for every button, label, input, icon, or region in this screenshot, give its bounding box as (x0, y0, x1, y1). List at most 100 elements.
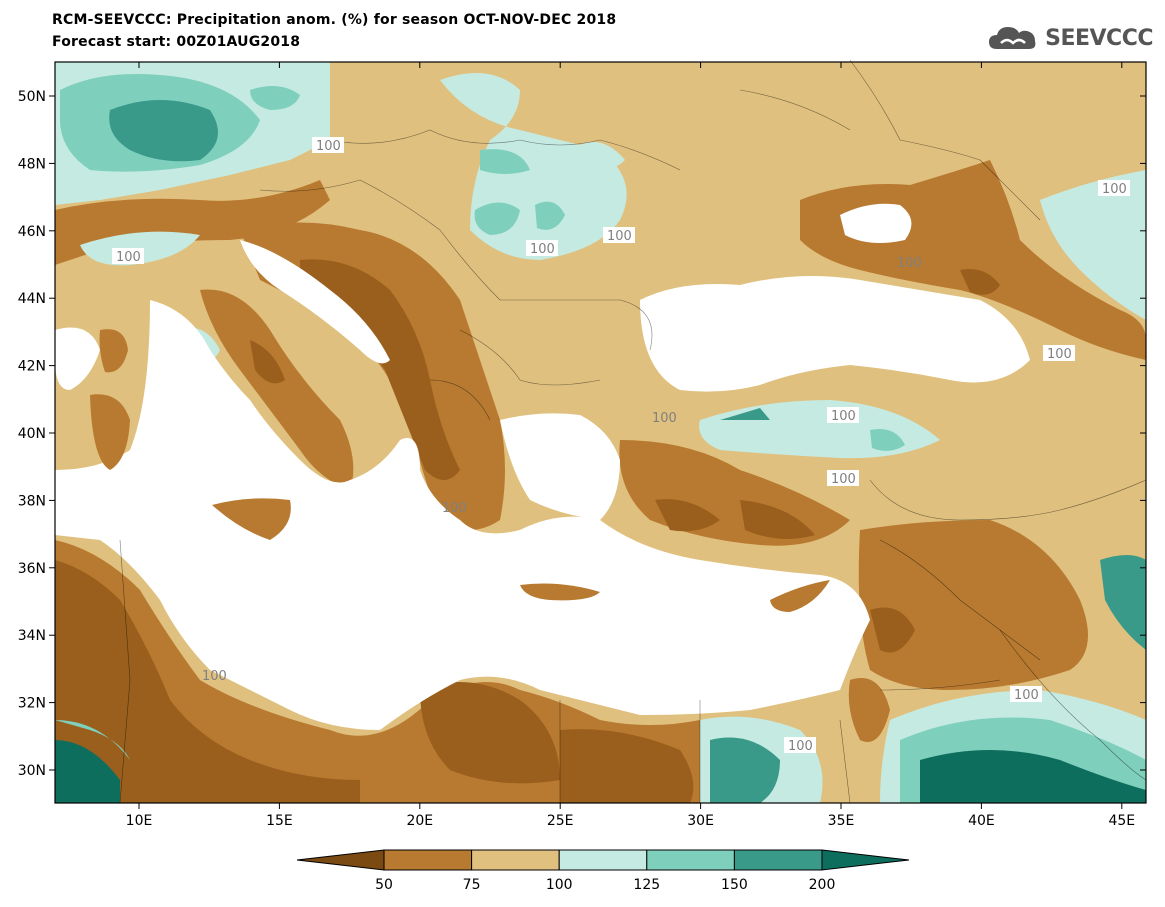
contour-labels: 100 100 100 100 100 100 100 100 100 100 … (112, 137, 1130, 754)
lat-label: 30N (18, 763, 46, 779)
very-dry-patch-levant (870, 607, 915, 653)
contour-label: 100 (1098, 180, 1130, 197)
seevccc-logo: SEEVCCC (987, 22, 1153, 54)
lon-label: 30E (687, 813, 714, 829)
contour-label: 100 (784, 737, 816, 754)
colorbar-lower-arrow (296, 849, 385, 871)
very-dry-patch-turkey-west (655, 499, 720, 532)
wet-region-iran (1100, 555, 1146, 650)
contour-label: 100 (202, 669, 227, 684)
contour-label: 100 (112, 248, 144, 265)
svg-text:100: 100 (831, 409, 856, 424)
svg-text:100: 100 (316, 139, 341, 154)
svg-text:100: 100 (1014, 688, 1039, 703)
wet-region-central-europe-max (109, 100, 218, 162)
lat-label: 34N (18, 628, 46, 644)
very-dry-region-egypt (560, 729, 694, 803)
svg-text:100: 100 (607, 229, 632, 244)
dry-region-italy (200, 289, 354, 490)
lon-label: 20E (406, 813, 433, 829)
svg-text:100: 100 (652, 411, 677, 426)
lon-label: 25E (547, 813, 574, 829)
colorbar-segment (471, 849, 560, 871)
cloud-icon (989, 27, 1036, 49)
colorbar-tick-label: 100 (546, 877, 573, 893)
wet-region-arabia-max (920, 750, 1146, 803)
contour-label: 100 (603, 227, 635, 244)
wet-strip-black-sea-coast (720, 408, 770, 420)
very-dry-patch-turkey-south (740, 500, 815, 539)
lon-label: 40E (968, 813, 995, 829)
lon-label: 10E (126, 813, 153, 829)
anomaly-field (55, 62, 1146, 803)
colorbar-upper-arrow (821, 849, 910, 871)
colorbar-tick-label: 50 (375, 877, 393, 893)
lat-label: 36N (18, 561, 46, 577)
svg-text:100: 100 (1047, 347, 1072, 362)
contour-label: 100 (442, 501, 467, 516)
sicily (212, 498, 291, 540)
lat-label: 38N (18, 493, 46, 509)
colorbar-segment (646, 849, 735, 871)
lat-label: 48N (18, 156, 46, 172)
contour-label: 100 (312, 137, 344, 154)
lat-label: 50N (18, 89, 46, 105)
lon-label: 35E (828, 813, 855, 829)
mediterranean-sea (55, 300, 870, 730)
lat-label: 32N (18, 696, 46, 712)
contour-label: 100 (827, 407, 859, 424)
colorbar-tick-label: 150 (721, 877, 748, 893)
colorbar-segment (558, 849, 648, 871)
colorbar-segment (733, 849, 823, 871)
contour-label: 100 (1010, 686, 1042, 703)
colorbar-segment (383, 849, 473, 871)
lon-label: 15E (266, 813, 293, 829)
dry-patch-jordan (848, 678, 890, 742)
forecast-start-label: Forecast start: 00Z01AUG2018 (52, 34, 301, 50)
map-borders (119, 59, 1147, 804)
svg-text:100: 100 (442, 501, 467, 516)
cyprus (770, 580, 830, 612)
contour-label: 100 (526, 240, 558, 257)
adriatic-sea (240, 240, 390, 364)
dry-region-syria (858, 520, 1088, 690)
colorbar-tick-label: 125 (633, 877, 660, 893)
svg-text:100: 100 (116, 250, 141, 265)
contour-label: 100 (652, 411, 677, 426)
latitude-axis: 50N 48N 46N 44N 42N 40N 38N 36N 34N 32N 30N (18, 89, 1146, 779)
very-dry-patch-caucasus (960, 269, 1000, 295)
wet-patch-moldova (570, 142, 625, 172)
wet-patch-austria (250, 86, 300, 110)
svg-text:100: 100 (897, 256, 922, 271)
lon-label: 45E (1108, 813, 1135, 829)
aegean-sea (500, 413, 620, 520)
wet-patch-ukraine-west (480, 149, 530, 174)
svg-text:100: 100 (788, 739, 813, 754)
contour-label: 100 (897, 256, 922, 271)
svg-text:100: 100 (530, 242, 555, 257)
lat-label: 42N (18, 359, 46, 375)
colorbar: 50 75 100 125 150 200 (296, 849, 910, 893)
wet-patch-romania (535, 201, 565, 230)
map-title: RCM-SEEVCCC: Precipitation anom. (%) for… (52, 12, 617, 28)
crete (520, 583, 600, 601)
wet-patch-tunisia (55, 740, 120, 803)
lat-label: 40N (18, 426, 46, 442)
wet-patch-hungary (474, 202, 520, 235)
contour-label: 100 (1043, 345, 1075, 362)
wet-region-caspian (1040, 170, 1146, 320)
very-dry-region-cyrenaica (420, 682, 560, 784)
longitude-axis: 10E 15E 20E 25E 30E 35E 40E 45E (126, 62, 1135, 829)
lat-label: 46N (18, 224, 46, 240)
wet-region-sinai-core (710, 737, 780, 803)
very-dry-patch-italy (250, 340, 285, 384)
very-dry-region-libya-west (55, 560, 360, 803)
balearic-sea (55, 327, 100, 390)
lat-label: 44N (18, 291, 46, 307)
sardinia (90, 394, 130, 470)
svg-text:100: 100 (1102, 182, 1127, 197)
contour-label: 100 (827, 470, 859, 487)
svg-text:100: 100 (202, 669, 227, 684)
colorbar-tick-label: 200 (809, 877, 836, 893)
